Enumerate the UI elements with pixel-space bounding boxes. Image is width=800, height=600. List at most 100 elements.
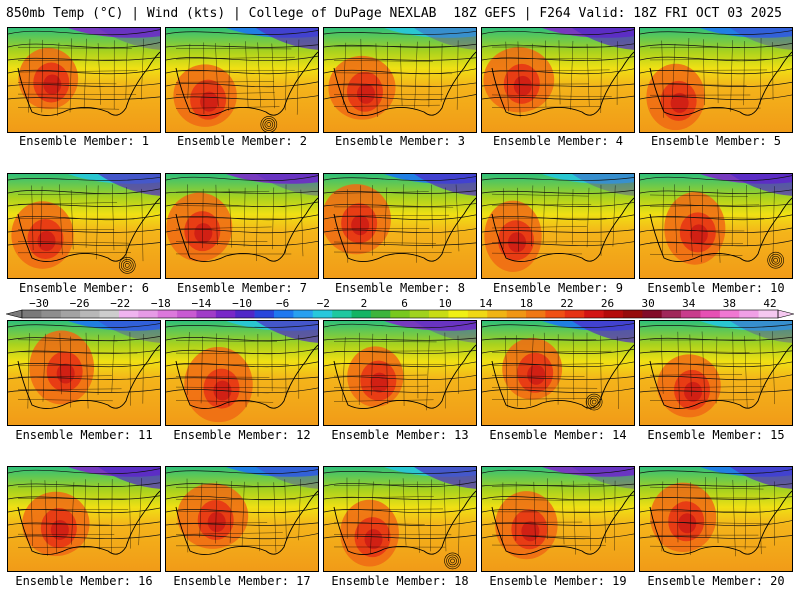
colorbar-tick-label: 42 — [763, 297, 776, 310]
colorbar-tick-label: 6 — [401, 297, 408, 310]
ensemble-member-map — [481, 466, 635, 572]
ensemble-member-label: Ensemble Member: 4 — [492, 134, 624, 148]
colorbar-tick-label: 30 — [642, 297, 655, 310]
ensemble-member-map — [7, 27, 161, 133]
colorbar-min-arrow — [6, 309, 23, 319]
colorbar-tick-label: −22 — [110, 297, 130, 310]
ensemble-member-map — [165, 466, 319, 572]
colorbar-swatch — [739, 310, 759, 318]
ensemble-member-label: Ensemble Member: 5 — [650, 134, 782, 148]
temperature-map — [166, 28, 318, 132]
temperature-map — [324, 174, 476, 278]
ensemble-member-label: Ensemble Member: 11 — [15, 428, 153, 442]
temperature-map — [482, 321, 634, 425]
colorbar-tick-label: 14 — [479, 297, 493, 310]
colorbar-swatch — [719, 310, 740, 318]
temperature-map — [166, 467, 318, 571]
temperature-map — [482, 174, 634, 278]
colorbar-swatch — [332, 310, 352, 318]
colorbar-swatch — [60, 310, 81, 318]
ensemble-member-map — [639, 320, 793, 426]
temperature-colorbar: −30 −26 −22 −18 −14 −10 −6 −2 2 6 10 14 18 22 26 30 34 38… — [6, 297, 794, 319]
ensemble-member-label: Ensemble Member: 1 — [18, 134, 150, 148]
colorbar-tick-label: 38 — [723, 297, 736, 310]
colorbar-tick-label: −10 — [232, 297, 252, 310]
colorbar-swatch — [196, 310, 217, 318]
colorbar-swatch — [293, 310, 314, 318]
temperature-map — [8, 28, 160, 132]
colorbar-swatch — [312, 310, 333, 318]
ensemble-member-map — [165, 173, 319, 279]
colorbar-swatch — [622, 310, 643, 318]
colorbar-swatch — [177, 310, 197, 318]
chart-title: 850mb Temp (°C) | Wind (kts) | College o… — [6, 6, 437, 21]
colorbar-swatch — [429, 310, 449, 318]
colorbar-swatch — [487, 310, 507, 318]
temperature-map — [8, 321, 160, 425]
ensemble-member-map — [323, 466, 477, 572]
run-valid-info: 18Z GEFS | F264 Valid: 18Z FRI OCT 03 20… — [453, 6, 782, 21]
colorbar-tick-label: −6 — [276, 297, 289, 310]
colorbar-tick-label: 26 — [601, 297, 614, 310]
ensemble-member-map — [7, 466, 161, 572]
ensemble-member-map — [481, 173, 635, 279]
colorbar-swatch — [642, 310, 662, 318]
temperature-map — [640, 321, 792, 425]
colorbar-swatch — [215, 310, 236, 318]
colorbar-swatch — [603, 310, 624, 318]
colorbar-tick-label: 18 — [520, 297, 533, 310]
colorbar-swatch — [700, 310, 721, 318]
colorbar-tick-label: −26 — [70, 297, 90, 310]
colorbar-swatch — [41, 310, 62, 318]
ensemble-member-map — [7, 173, 161, 279]
temperature-map — [482, 467, 634, 571]
ensemble-member-map — [323, 173, 477, 279]
temperature-map — [8, 467, 160, 571]
colorbar-max-arrow — [777, 309, 794, 319]
colorbar-swatch — [157, 310, 178, 318]
colorbar-swatch — [351, 310, 372, 318]
ensemble-member-map — [639, 27, 793, 133]
temperature-map — [8, 174, 160, 278]
ensemble-member-label: Ensemble Member: 8 — [334, 281, 466, 295]
temperature-map — [482, 28, 634, 132]
colorbar-swatch — [254, 310, 275, 318]
temperature-map — [324, 467, 476, 571]
colorbar-swatch — [80, 310, 100, 318]
colorbar-swatch — [274, 310, 294, 318]
colorbar-tick-label: −14 — [192, 297, 212, 310]
ensemble-member-label: Ensemble Member: 13 — [331, 428, 469, 442]
temperature-map — [166, 174, 318, 278]
ensemble-member-label: Ensemble Member: 14 — [489, 428, 627, 442]
temperature-map — [324, 321, 476, 425]
colorbar-swatch — [506, 310, 527, 318]
ensemble-member-map — [481, 27, 635, 133]
ensemble-member-map — [323, 27, 477, 133]
colorbar-swatch — [370, 310, 391, 318]
colorbar-swatch — [526, 310, 546, 318]
temperature-map — [166, 321, 318, 425]
colorbar-swatch — [390, 310, 410, 318]
temperature-map — [640, 174, 792, 278]
colorbar-swatch — [564, 310, 585, 318]
ensemble-member-label: Ensemble Member: 17 — [173, 574, 311, 588]
ensemble-member-map — [639, 173, 793, 279]
colorbar-tick-label: 2 — [361, 297, 368, 310]
ensemble-member-label: Ensemble Member: 12 — [173, 428, 311, 442]
colorbar-swatch — [138, 310, 158, 318]
ensemble-member-label: Ensemble Member: 2 — [176, 134, 308, 148]
ensemble-member-label: Ensemble Member: 18 — [331, 574, 469, 588]
colorbar-swatch — [467, 310, 488, 318]
ensemble-member-label: Ensemble Member: 15 — [647, 428, 785, 442]
ensemble-member-label: Ensemble Member: 9 — [492, 281, 624, 295]
temperature-map — [324, 28, 476, 132]
colorbar-swatch — [22, 310, 42, 318]
ensemble-member-label: Ensemble Member: 20 — [647, 574, 785, 588]
colorbar-tick-label: −2 — [317, 297, 330, 310]
colorbar-tick-label: −30 — [29, 297, 49, 310]
colorbar-tick-label: 34 — [682, 297, 696, 310]
colorbar-swatch — [448, 310, 469, 318]
ensemble-member-map — [481, 320, 635, 426]
ensemble-member-label: Ensemble Member: 19 — [489, 574, 627, 588]
colorbar-swatch — [118, 310, 139, 318]
